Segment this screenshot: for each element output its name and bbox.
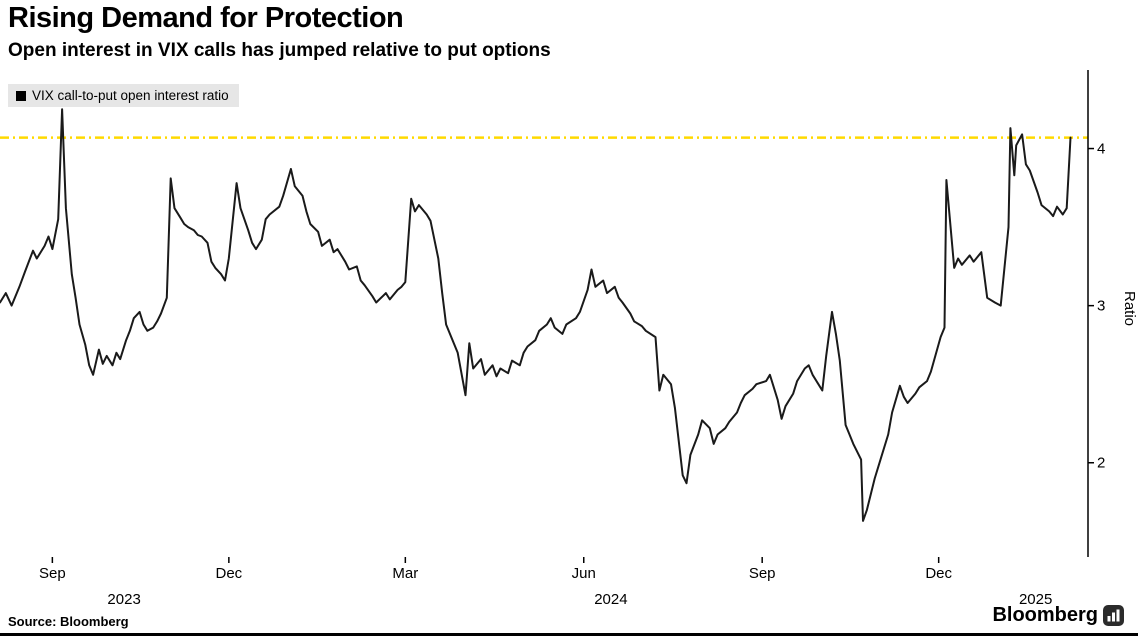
- y-tick-label: 4: [1097, 140, 1106, 158]
- year-label: 2025: [1018, 591, 1053, 608]
- y-tick-label: 2: [1097, 454, 1106, 472]
- legend-square-icon: [16, 90, 26, 101]
- bloomberg-wordmark: Bloomberg: [992, 604, 1098, 626]
- x-tick-label: Dec: [925, 565, 952, 582]
- y-axis-title: Ratio: [1121, 290, 1138, 327]
- chart-title: Rising Demand for Protection: [8, 2, 404, 34]
- bloomberg-brand: Bloomberg: [992, 604, 1124, 627]
- year-label: 2023: [107, 591, 141, 608]
- legend: VIX call-to-put open interest ratio: [8, 84, 239, 107]
- source-label: Source: Bloomberg: [8, 614, 129, 629]
- x-tick-label: Dec: [215, 565, 243, 582]
- x-tick-label: Jun: [571, 565, 596, 582]
- y-tick-label: 3: [1097, 297, 1106, 315]
- x-tick-label: Sep: [39, 565, 66, 582]
- chart-subtitle: Open interest in VIX calls has jumped re…: [8, 40, 551, 61]
- legend-label: VIX call-to-put open interest ratio: [32, 88, 229, 103]
- x-tick-label: Sep: [748, 565, 776, 582]
- x-tick-label: Mar: [392, 565, 419, 582]
- bottom-divider: [0, 633, 1138, 636]
- bloomberg-chart-icon: [1103, 605, 1124, 626]
- year-label: 2024: [594, 591, 628, 608]
